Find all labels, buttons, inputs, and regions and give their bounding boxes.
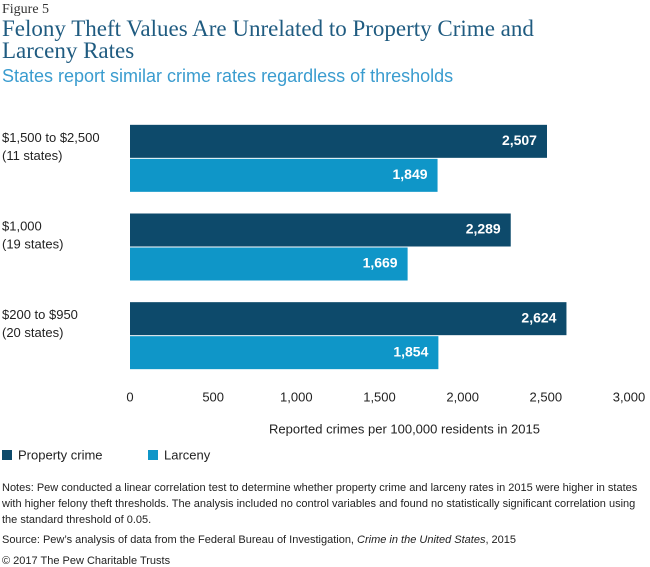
value-label: 1,854 [393, 343, 428, 359]
legend-label: Property crime [18, 447, 103, 462]
bar [130, 302, 567, 336]
x-tick-label: 1,500 [363, 389, 396, 404]
value-label: 2,507 [502, 132, 537, 148]
category-note: (20 states) [2, 325, 63, 340]
value-label: 2,289 [466, 221, 501, 237]
category-note: (19 states) [2, 236, 63, 251]
bar [130, 124, 547, 158]
x-tick-label: 500 [202, 389, 224, 404]
legend-swatch [148, 450, 158, 460]
source-text: , 2015 [485, 534, 517, 546]
source: Source: Pew’s analysis of data from the … [2, 534, 516, 546]
value-label: 2,624 [521, 309, 556, 325]
bar [130, 247, 408, 281]
x-axis-label: Reported crimes per 100,000 residents in… [269, 421, 540, 436]
x-tick-label: 3,000 [613, 389, 646, 404]
copyright: © 2017 The Pew Charitable Trusts [2, 555, 171, 567]
x-tick-label: 0 [126, 389, 133, 404]
category-label: $1,500 to $2,500 [2, 130, 100, 145]
chart: 0 500 1,000 1,500 2,000 2,500 3,000 Reported cr… [2, 124, 646, 462]
chart-title: Felony Theft Values Are Unrelated to Pro… [2, 16, 534, 63]
bar [130, 213, 511, 247]
figure-label: Figure 5 [2, 2, 50, 17]
legend-label: Larceny [164, 447, 211, 462]
x-tick-label: 2,500 [530, 389, 563, 404]
category-label: $200 to $950 [2, 307, 78, 322]
source-text: Source: Pew’s analysis of data from the … [2, 534, 358, 546]
notes: Notes: Pew conducted a linear correlatio… [2, 482, 638, 526]
category-note: (11 states) [2, 148, 62, 163]
chart-subtitle: States report similar crime rates regard… [2, 66, 454, 86]
value-label: 1,669 [363, 255, 398, 271]
bar [130, 158, 438, 192]
category-label: $1,000 [2, 218, 42, 233]
legend-swatch [2, 450, 12, 460]
x-tick-label: 2,000 [446, 389, 479, 404]
bar [130, 336, 439, 370]
source-title: Crime in the United States [357, 534, 486, 546]
x-tick-label: 1,000 [280, 389, 313, 404]
value-label: 1,849 [393, 166, 428, 182]
